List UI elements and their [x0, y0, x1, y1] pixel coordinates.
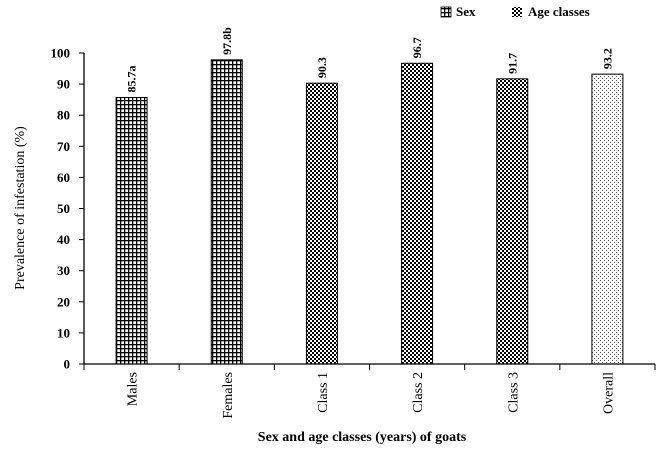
legend-swatch-sex: [440, 6, 452, 18]
data-label: 85.7a: [125, 65, 139, 92]
y-tick-label: 50: [57, 201, 70, 216]
y-tick-label: 0: [64, 357, 71, 372]
y-tick-label: 40: [57, 232, 70, 247]
legend: Sex Age classes: [440, 4, 590, 19]
x-tick-label: Males: [126, 372, 141, 406]
y-tick-label: 100: [51, 46, 71, 61]
bar-males: [115, 96, 148, 365]
y-tick-label: 20: [57, 294, 70, 309]
data-label: 93.2: [600, 48, 614, 69]
legend-swatch-age: [512, 7, 522, 17]
data-label: 91.7: [505, 53, 519, 74]
bar-class-3: [496, 78, 529, 365]
x-tick-label: Class 2: [411, 372, 426, 413]
y-tick-label: 10: [57, 325, 70, 340]
y-tick-label: 60: [57, 170, 70, 185]
bar-class-2: [401, 62, 434, 365]
data-labels: 85.7a 97.8b 90.3 96.7 91.7 93.2: [125, 27, 615, 93]
y-axis-title: Prevalence of infestation (%): [13, 126, 28, 290]
bar-class-1: [305, 82, 338, 365]
y-tick-label: 80: [57, 108, 70, 123]
legend-label-sex: Sex: [456, 4, 476, 19]
data-label: 90.3: [315, 57, 329, 78]
y-axis-ticks: 0 10 20 30 40 50 60 70 80 90 100: [51, 46, 84, 372]
x-tick-label: Class 3: [506, 372, 521, 413]
x-tick-label: Overall: [601, 372, 616, 414]
bar-overall: [591, 73, 624, 365]
x-axis-ticks: Males Females Class 1 Class 2 Class 3 Overall: [83, 364, 656, 419]
x-axis-title: Sex and age classes (years) of goats: [258, 430, 467, 445]
x-tick-label: Class 1: [316, 372, 331, 413]
y-tick-label: 70: [57, 139, 70, 154]
data-label: 96.7: [410, 37, 424, 58]
y-tick-label: 30: [57, 263, 70, 278]
bars: [115, 59, 624, 365]
bar-females: [210, 59, 243, 365]
legend-label-age: Age classes: [528, 4, 590, 19]
x-tick-label: Females: [221, 372, 236, 419]
data-label: 97.8b: [220, 27, 234, 55]
y-tick-label: 90: [57, 77, 70, 92]
